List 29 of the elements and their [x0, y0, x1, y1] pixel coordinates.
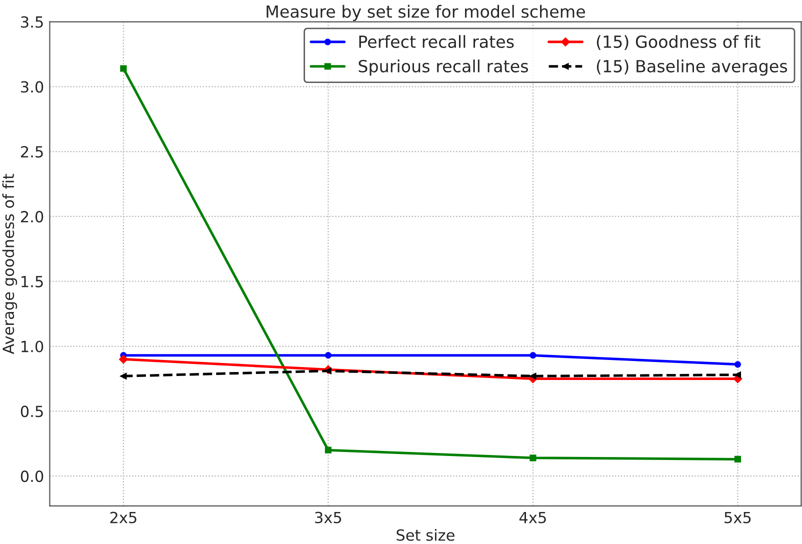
- point: [734, 361, 742, 368]
- legend-label: (15) Goodness of fit: [596, 35, 760, 50]
- y-tick-label: 1.0: [22, 340, 44, 352]
- legend-label: (15) Baseline averages: [596, 60, 788, 76]
- legend-label: Perfect recall rates: [359, 35, 514, 48]
- x-tick-label: 2x5: [110, 512, 136, 524]
- x-tick-label: 4x5: [519, 512, 546, 524]
- point: [324, 352, 332, 359]
- y-axis-title: Average goodness of fit: [2, 174, 18, 354]
- y-tick-label: 0.0: [20, 470, 44, 482]
- point: [530, 454, 536, 462]
- y-tick-label: 2.5: [20, 146, 43, 158]
- y-tick-label: 0.5: [20, 406, 43, 418]
- y-tick-label: 2.0: [20, 210, 44, 222]
- point: [120, 372, 127, 380]
- y-tick-label: 1.5: [22, 276, 43, 288]
- x-tick-label: 5x5: [724, 512, 751, 524]
- point: [530, 352, 536, 359]
- x-tick-label: 3x5: [315, 512, 342, 524]
- x-axis-title: Set size: [396, 529, 454, 541]
- y-tick-label: 3.5: [21, 16, 43, 28]
- chart-title: Measure by set size for model scheme: [266, 4, 585, 22]
- point: [734, 456, 742, 462]
- legend-label: Spurious recall rates: [358, 60, 528, 76]
- point: [324, 446, 332, 454]
- point: [118, 354, 128, 364]
- y-tick-label: 3.0: [21, 81, 44, 93]
- point: [530, 372, 536, 380]
- point: [120, 65, 127, 72]
